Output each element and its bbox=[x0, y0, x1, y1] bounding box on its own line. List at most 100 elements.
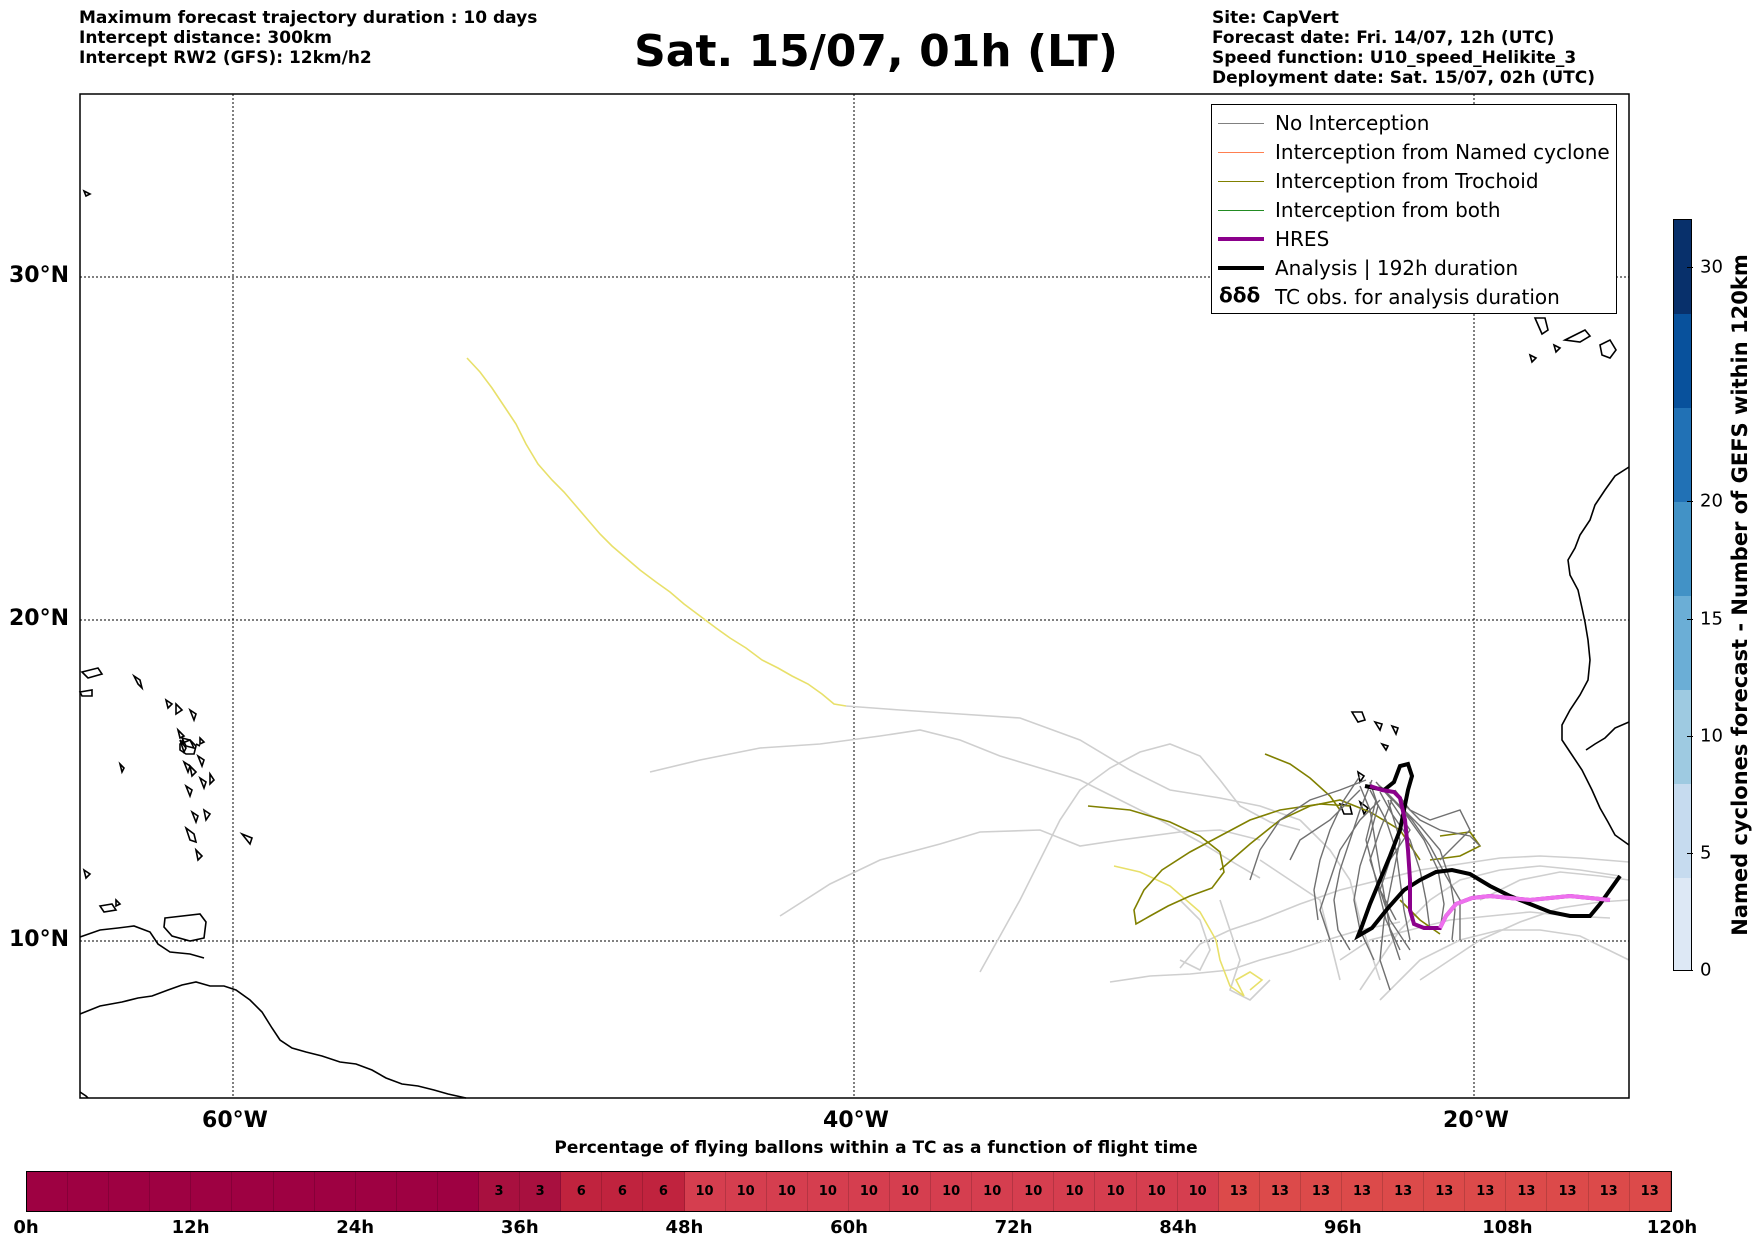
legend-item-trochoid: Interception from Trochoid bbox=[1212, 167, 1616, 196]
coastlines bbox=[78, 189, 1630, 1099]
no-interception-trajectories-light bbox=[649, 705, 1630, 1001]
timebar-cell: 10 bbox=[1095, 1172, 1137, 1211]
colorbar-tick bbox=[1687, 970, 1693, 971]
timebar-cell: 6 bbox=[602, 1172, 644, 1211]
intercept-rw2-text: Intercept RW2 (GFS): 12km/h2 bbox=[79, 48, 372, 68]
timebar-cell: 13 bbox=[1465, 1172, 1507, 1211]
timebar-cell: 10 bbox=[1136, 1172, 1178, 1211]
timebar-cell: 13 bbox=[1629, 1172, 1671, 1211]
timebar-cell: 6 bbox=[643, 1172, 685, 1211]
legend-item-hres: HRES bbox=[1212, 225, 1616, 254]
timebar-cell bbox=[109, 1172, 151, 1211]
legend-swatch bbox=[1218, 266, 1264, 270]
legend-swatch bbox=[1218, 237, 1264, 241]
cyclone-icon: δδδ bbox=[1219, 283, 1261, 307]
timebar-cell: 13 bbox=[1383, 1172, 1425, 1211]
timebar-cell bbox=[27, 1172, 69, 1211]
lat-label-20n: 20°N bbox=[9, 606, 70, 631]
timebar-cell: 10 bbox=[807, 1172, 849, 1211]
lat-label-30n: 30°N bbox=[9, 263, 70, 288]
colorbar-tick bbox=[1687, 736, 1693, 737]
legend-item-tc-obs: δδδ TC obs. for analysis duration bbox=[1212, 283, 1616, 312]
timebar-tick-label: 120h bbox=[1646, 1217, 1698, 1238]
legend-item-both: Interception from both bbox=[1212, 196, 1616, 225]
timebar-cell: 10 bbox=[972, 1172, 1014, 1211]
speed-function-text: Speed function: U10_speed_Helikite_3 bbox=[1212, 48, 1577, 68]
timebar-cell: 10 bbox=[1054, 1172, 1096, 1211]
timebar-tick-label: 72h bbox=[994, 1217, 1033, 1238]
colorbar-tick-label: 10 bbox=[1700, 725, 1723, 747]
legend-label: HRES bbox=[1275, 227, 1330, 251]
timebar-cell: 10 bbox=[931, 1172, 973, 1211]
colorbar-tick-label: 30 bbox=[1700, 256, 1723, 278]
timebar-tick-label: 24h bbox=[336, 1217, 375, 1238]
timebar-cell: 13 bbox=[1506, 1172, 1548, 1211]
timebar-cell: 6 bbox=[561, 1172, 603, 1211]
legend-label: Interception from Named cyclone bbox=[1275, 140, 1610, 164]
legend-label: Interception from Trochoid bbox=[1275, 169, 1539, 193]
deployment-date-text: Deployment date: Sat. 15/07, 02h (UTC) bbox=[1212, 68, 1596, 88]
colorbar-label: Named cyclones forecast - Number of GEFS… bbox=[1728, 254, 1752, 936]
max-duration-text: Maximum forecast trajectory duration : 1… bbox=[79, 8, 538, 28]
colorbar-tick bbox=[1687, 267, 1693, 268]
lat-label-10n: 10°N bbox=[9, 927, 70, 952]
legend-label: TC obs. for analysis duration bbox=[1275, 285, 1560, 309]
colorbar-tick bbox=[1687, 853, 1693, 854]
lon-label-60w: 60°W bbox=[202, 1108, 268, 1133]
timebar-cell: 10 bbox=[766, 1172, 808, 1211]
timebar-cell bbox=[68, 1172, 110, 1211]
timebar-tick-label: 12h bbox=[171, 1217, 210, 1238]
legend-item-analysis: Analysis | 192h duration bbox=[1212, 254, 1616, 283]
no-interception-trajectories-dark bbox=[1249, 775, 1481, 991]
timebar-cell bbox=[355, 1172, 397, 1211]
timebar-tick-label: 36h bbox=[500, 1217, 539, 1238]
timebar-tick-label: 96h bbox=[1323, 1217, 1362, 1238]
legend-label: Interception from both bbox=[1275, 198, 1501, 222]
timebar-tick-label: 0h bbox=[13, 1217, 39, 1238]
timebar-cell: 3 bbox=[479, 1172, 521, 1211]
colorbar-tick-label: 5 bbox=[1700, 842, 1712, 864]
legend-swatch bbox=[1218, 181, 1264, 182]
timebar-cell: 13 bbox=[1547, 1172, 1589, 1211]
timebar-cell: 10 bbox=[1177, 1172, 1219, 1211]
colorbar-tick-label: 15 bbox=[1700, 608, 1723, 630]
timebar-cell: 10 bbox=[684, 1172, 726, 1211]
timebar-cell: 10 bbox=[1013, 1172, 1055, 1211]
legend-item-no-interception: No Interception bbox=[1212, 109, 1616, 138]
timebar-cell: 3 bbox=[520, 1172, 562, 1211]
timebar-tick-label: 108h bbox=[1482, 1217, 1533, 1238]
legend-label: No Interception bbox=[1275, 111, 1430, 135]
header-right-info: Site: CapVert Forecast date: Fri. 14/07,… bbox=[1212, 8, 1595, 88]
map-legend: No Interception Interception from Named … bbox=[1211, 104, 1617, 314]
timebar-cell: 13 bbox=[1300, 1172, 1342, 1211]
timebar-tick-label: 48h bbox=[665, 1217, 704, 1238]
yellow-trajectory bbox=[466, 357, 1264, 997]
timebar-cell: 13 bbox=[1218, 1172, 1260, 1211]
timebar-cell: 13 bbox=[1259, 1172, 1301, 1211]
forecast-date-text: Forecast date: Fri. 14/07, 12h (UTC) bbox=[1212, 28, 1555, 48]
colorbar-tick bbox=[1687, 501, 1693, 502]
timebar-cell bbox=[232, 1172, 274, 1211]
analysis-trajectory bbox=[1354, 761, 1622, 941]
site-text: Site: CapVert bbox=[1212, 8, 1339, 28]
legend-swatch bbox=[1218, 123, 1264, 124]
timebar-cell: 13 bbox=[1424, 1172, 1466, 1211]
intercept-distance-text: Intercept distance: 300km bbox=[79, 28, 332, 48]
timebar-cell: 13 bbox=[1588, 1172, 1630, 1211]
timebar-cell bbox=[396, 1172, 438, 1211]
legend-item-named-cyclone: Interception from Named cyclone bbox=[1212, 138, 1616, 167]
header-left-info: Maximum forecast trajectory duration : 1… bbox=[79, 8, 537, 68]
legend-swatch bbox=[1218, 210, 1264, 211]
colorbar-tick-label: 0 bbox=[1700, 959, 1712, 981]
hres-trajectory-light bbox=[1438, 893, 1611, 929]
timebar-cell: 13 bbox=[1342, 1172, 1384, 1211]
timebar-tick-label: 84h bbox=[1159, 1217, 1198, 1238]
timebar-tick-label: 60h bbox=[830, 1217, 868, 1238]
map-frame bbox=[79, 93, 1630, 1099]
timebar: 3 3 6 6 6 10 10 10 10 10 10 10 10 10 10 10 10 10 13 13 13 13 1… bbox=[26, 1171, 1672, 1212]
timebar-cell bbox=[273, 1172, 315, 1211]
lon-label-40w: 40°W bbox=[823, 1108, 889, 1133]
timebar-cell bbox=[191, 1172, 233, 1211]
timebar-title: Percentage of flying ballons within a TC… bbox=[554, 1138, 1198, 1158]
